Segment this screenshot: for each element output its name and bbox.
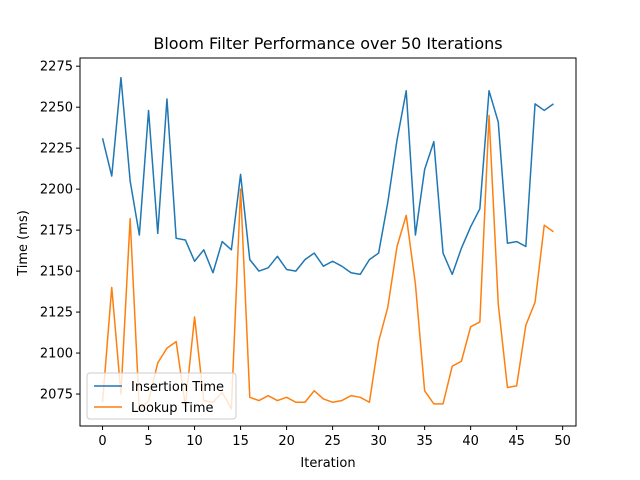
- series-line-1: [101, 76, 554, 276]
- y-tick-label: 2225: [40, 142, 73, 157]
- y-tick-label: 2200: [40, 183, 73, 198]
- x-tick-label: 35: [416, 434, 433, 449]
- x-tick-label: 0: [98, 434, 106, 449]
- y-tick-label: 2075: [40, 388, 73, 403]
- y-tick-label: 2100: [40, 347, 73, 362]
- plot-frame: [79, 57, 577, 427]
- x-tick-label: 40: [462, 434, 479, 449]
- series-line-2: [101, 114, 554, 412]
- legend-label: Insertion Time: [131, 380, 224, 395]
- chart-title: Bloom Filter Performance over 50 Iterati…: [153, 34, 502, 53]
- x-tick-label: 45: [508, 434, 525, 449]
- y-axis-label: Time (ms): [16, 210, 31, 277]
- x-tick-label: 20: [278, 434, 295, 449]
- x-tick-label: 25: [324, 434, 341, 449]
- y-tick-label: 2175: [40, 224, 73, 239]
- y-tick-label: 2125: [40, 306, 73, 321]
- x-tick-label: 50: [554, 434, 571, 449]
- x-tick-label: 30: [370, 434, 387, 449]
- y-tick-label: 2275: [40, 60, 73, 75]
- x-axis: 0 5 10 15 20 25 30 35 40 45 50: [98, 426, 571, 449]
- legend: Insertion Time Lookup Time: [86, 372, 237, 420]
- legend-box: [86, 372, 237, 420]
- plot-lines: [101, 76, 554, 412]
- x-tick-label: 5: [144, 434, 152, 449]
- y-axis: 2075 2100 2125 2150 2175 2200 2225 2250 2275: [40, 60, 80, 403]
- x-axis-label: Iteration: [300, 456, 355, 471]
- y-tick-label: 2250: [40, 101, 73, 116]
- legend-label: Lookup Time: [131, 401, 214, 416]
- y-tick-label: 2150: [40, 265, 73, 280]
- x-tick-label: 15: [232, 434, 249, 449]
- x-tick-label: 10: [186, 434, 203, 449]
